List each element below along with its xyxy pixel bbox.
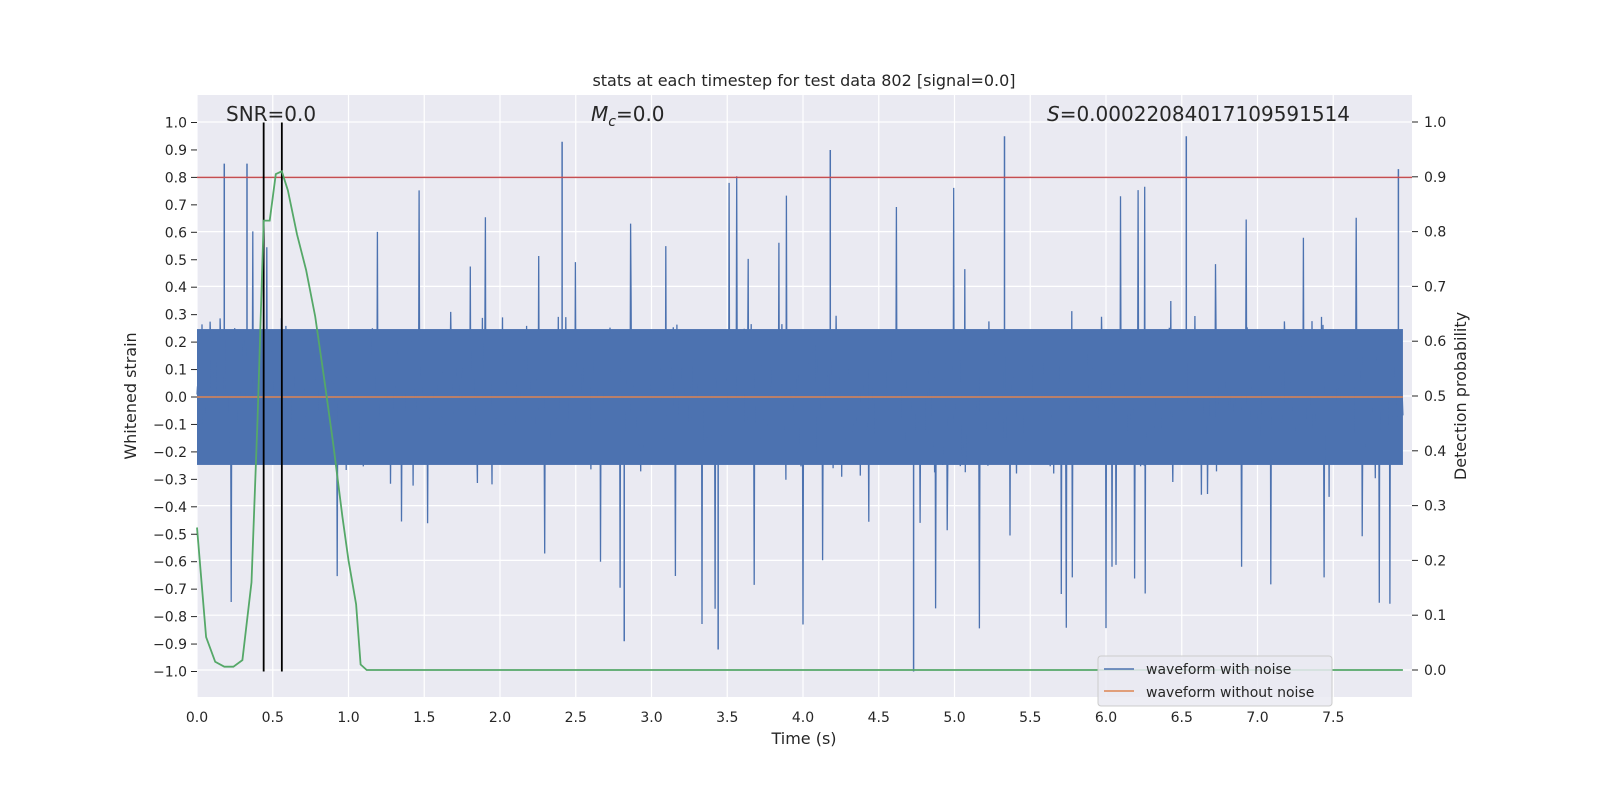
y-left-tick-label: 0.9 (165, 143, 187, 159)
y-left-tick-label: −0.8 (153, 610, 187, 626)
y-left-tick-label: −1.0 (153, 665, 187, 681)
snr-annotation: SNR=0.0 (226, 102, 316, 126)
y-right-tick-label: 0.0 (1424, 663, 1446, 679)
y-left-tick-label: 0.8 (165, 170, 187, 186)
y-left-tick-label: 0.1 (165, 363, 187, 379)
x-tick-label: 3.0 (640, 710, 662, 726)
x-tick-label: 7.5 (1322, 710, 1344, 726)
x-tick-label: 6.5 (1171, 710, 1193, 726)
legend-box (1097, 655, 1333, 707)
legend-label-noise: waveform with noise (1146, 662, 1291, 678)
y-left-tick-label: −0.2 (153, 445, 187, 461)
y-left-tick-label: −0.7 (153, 582, 187, 598)
x-tick-label: 2.0 (489, 710, 511, 726)
noise-waveform-line (196, 176, 1404, 629)
x-tick-label: 4.5 (868, 710, 890, 726)
detection-probability-line (196, 170, 1403, 671)
mc-value: =0.0 (616, 102, 665, 126)
y-right-tick-label: 0.8 (1424, 225, 1446, 241)
ticks: 0.0 0.5 1.0 1.5 2.0 2.5 3.0 3.5 4.0 4.5 5.0 5.5 6.0 6… (153, 115, 1446, 726)
y-right-tick-label: 0.5 (1424, 389, 1446, 405)
y-right-tick-label: 0.6 (1424, 334, 1446, 350)
y-left-tick-label: 0.4 (165, 280, 187, 296)
mc-symbol: M (591, 102, 608, 126)
y-right-tick-label: 1.0 (1424, 115, 1446, 131)
y-left-tick-label: −0.6 (153, 555, 187, 571)
s-symbol: S (1047, 102, 1060, 126)
y-right-tick-label: 0.2 (1424, 553, 1446, 569)
x-tick-label: 1.0 (337, 710, 359, 726)
x-tick-label: 4.0 (792, 710, 814, 726)
y-right-tick-label: 0.4 (1424, 444, 1446, 460)
y-left-tick-label: 0.5 (165, 253, 187, 269)
x-tick-label: 0.0 (186, 710, 208, 726)
y-left-tick-label: −0.5 (153, 527, 187, 543)
x-tick-label: 5.5 (1019, 710, 1041, 726)
x-tick-label: 1.5 (413, 710, 435, 726)
y-left-tick-label: −0.3 (153, 472, 187, 488)
x-tick-label: 3.5 (716, 710, 738, 726)
y-right-tick-label: 0.3 (1424, 499, 1446, 515)
mc-annotation: Mc=0.0 (591, 102, 665, 130)
y-left-tick-label: −0.4 (153, 500, 187, 516)
x-axis-label: Time (s) (770, 729, 836, 748)
y-left-tick-label: −0.9 (153, 637, 187, 653)
y-left-tick-label: 0.6 (165, 225, 187, 241)
y-left-tick-label: −0.1 (153, 417, 187, 433)
y-axis-label-left: Whitened strain (121, 332, 140, 459)
x-tick-label: 0.5 (262, 710, 284, 726)
y-left-tick-label: 0.2 (165, 335, 187, 351)
overlay (196, 122, 1412, 672)
y-axis-label-right: Detection probability (1451, 312, 1470, 480)
x-tick-label: 7.0 (1246, 710, 1268, 726)
x-tick-label: 6.0 (1095, 710, 1117, 726)
y-left-tick-label: 0.3 (165, 308, 187, 324)
legend-label-clean: waveform without noise (1146, 685, 1314, 701)
x-tick-label: 5.0 (943, 710, 965, 726)
y-right-tick-label: 0.9 (1424, 170, 1446, 186)
y-left-tick-label: 0.0 (165, 390, 187, 406)
chart-title: stats at each timestep for test data 802… (592, 71, 1015, 90)
y-right-tick-label: 0.7 (1424, 279, 1446, 295)
y-left-tick-label: 0.7 (165, 198, 187, 214)
s-annotation: S=0.00022084017109591514 (1047, 102, 1350, 126)
x-tick-label: 2.5 (565, 710, 587, 726)
y-left-tick-label: 1.0 (165, 116, 187, 132)
y-right-tick-label: 0.1 (1424, 608, 1446, 624)
mc-subscript: c (608, 114, 616, 130)
s-value: =0.00022084017109591514 (1060, 102, 1350, 126)
legend: waveform with noise waveform without noi… (1097, 655, 1333, 707)
